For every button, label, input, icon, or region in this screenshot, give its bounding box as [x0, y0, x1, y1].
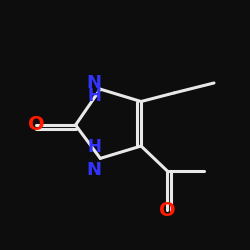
Text: N: N: [86, 74, 102, 92]
Text: H: H: [87, 87, 101, 105]
Text: O: O: [159, 201, 175, 220]
Text: O: O: [28, 116, 44, 134]
Text: N: N: [86, 161, 102, 179]
Text: H: H: [87, 138, 101, 156]
